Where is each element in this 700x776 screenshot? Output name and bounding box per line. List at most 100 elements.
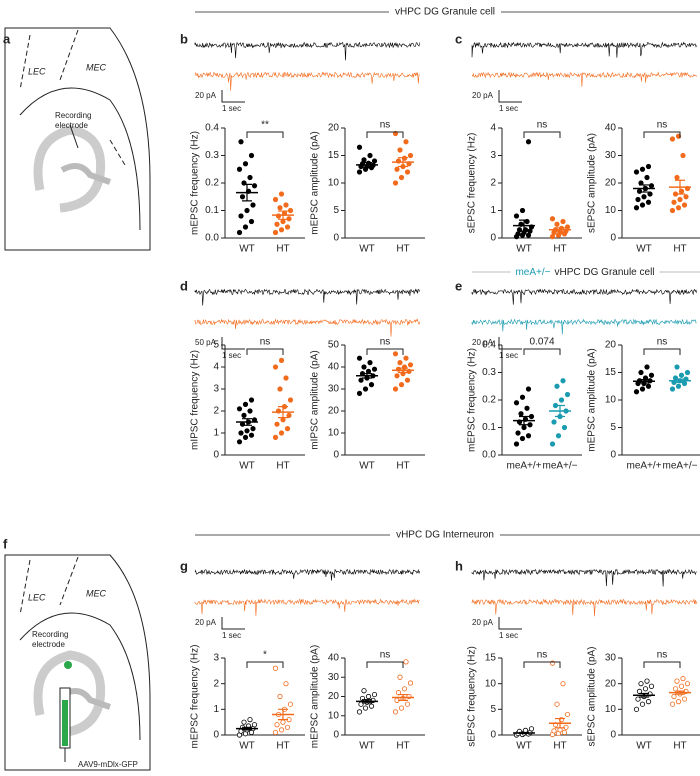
y-tick-label: 30 (605, 150, 617, 161)
scale-bar (498, 617, 522, 630)
data-point (362, 705, 369, 711)
y-tick-label: 0 (213, 450, 219, 461)
data-point (525, 386, 532, 392)
x-tick-label: WT (239, 741, 255, 752)
data-point (236, 166, 243, 172)
x-tick-label: meA+/− (542, 461, 577, 472)
data-point (247, 716, 253, 723)
data-point (272, 665, 279, 671)
data-point (278, 357, 285, 363)
schematic-label: Recording (32, 630, 68, 639)
data-point (635, 196, 641, 203)
data-point (278, 227, 285, 233)
significance-label: ns (380, 337, 391, 348)
data-point (528, 413, 535, 420)
x-tick-label: HT (396, 741, 409, 752)
sem-bar (639, 184, 649, 193)
scale-x-label: 1 sec (499, 631, 518, 640)
data-point (274, 221, 280, 227)
data-point (645, 163, 652, 170)
y-tick-label: 5 (490, 704, 496, 715)
panel-subtitle: meA+/− vHPC DG Granule cell (515, 267, 654, 278)
data-point (551, 728, 557, 734)
scale-y-label: 20 pA (195, 91, 217, 100)
significance-bracket (523, 348, 561, 355)
y-axis-label: mEPSC amplitude (pA) (310, 131, 321, 234)
sem-bar (398, 157, 408, 168)
trace (194, 71, 420, 91)
y-tick-label: 10 (605, 395, 617, 406)
y-tick-label: 1 (213, 428, 219, 439)
scale-bar (498, 90, 522, 103)
data-point (674, 174, 680, 181)
sem-bar (675, 179, 685, 195)
panel-label: g (180, 558, 188, 573)
trace (471, 318, 697, 335)
panel-label: a (3, 31, 11, 46)
subtitle-bg (510, 266, 660, 278)
scale-bar (221, 337, 245, 350)
y-tick-label: 0 (333, 730, 339, 741)
y-tick-label: 20 (328, 406, 340, 417)
data-point (238, 213, 244, 219)
x-tick-label: HT (276, 741, 289, 752)
y-tick-label: 0 (213, 730, 219, 741)
x-tick-label: HT (396, 461, 409, 472)
data-point (361, 688, 367, 694)
data-point (244, 207, 250, 214)
y-tick-label: 0 (610, 450, 616, 461)
schematic-f (4, 554, 151, 771)
data-point (560, 378, 566, 384)
data-point (365, 368, 372, 374)
x-tick-label: HT (276, 461, 289, 472)
scale-y-label: 20 pA (472, 338, 494, 347)
y-tick-label: 40 (328, 653, 340, 664)
data-point (236, 229, 243, 236)
data-point (684, 369, 691, 376)
data-point (675, 383, 682, 389)
scale-y-label: 20 pA (195, 618, 217, 627)
data-point (403, 355, 409, 361)
data-point (671, 199, 677, 205)
scale-x-label: 1 sec (499, 104, 518, 113)
data-point (274, 722, 280, 728)
data-point (645, 383, 652, 389)
x-tick-label: HT (673, 244, 686, 255)
significance-bracket (246, 661, 284, 668)
data-point (272, 364, 279, 370)
data-point (638, 681, 644, 687)
sem-bar (639, 379, 649, 384)
data-point (671, 693, 677, 700)
y-axis-label: mEPSC frequency (Hz) (190, 131, 201, 235)
y-tick-label: 0.2 (205, 178, 219, 189)
trace (471, 568, 697, 587)
scale-y-label: 50 pA (195, 338, 217, 347)
data-point (241, 412, 247, 418)
data-point (274, 421, 280, 427)
sem-bar (278, 708, 288, 721)
data-point (647, 191, 653, 197)
data-point (641, 194, 647, 200)
y-tick-label: 4 (490, 123, 496, 134)
data-point (407, 680, 414, 686)
data-point (560, 218, 566, 225)
significance-bracket (523, 661, 561, 668)
schematic-label: electrode (32, 640, 65, 649)
y-tick-label: 30 (328, 384, 340, 395)
data-point (633, 389, 640, 395)
x-tick-label: WT (636, 244, 652, 255)
data-point (394, 166, 400, 172)
sem-bar (278, 406, 288, 419)
data-point (564, 391, 571, 398)
data-point (639, 166, 646, 172)
data-point (361, 157, 367, 163)
data-point (519, 435, 526, 442)
sem-bar (242, 183, 252, 202)
y-axis-label: sEPSC frequency (Hz) (467, 133, 478, 234)
data-point (407, 152, 414, 159)
y-axis-label: mEPSC amplitude (pA) (587, 348, 598, 451)
significance-bracket (366, 131, 404, 138)
y-axis-label: mEPSC amplitude (pA) (310, 645, 321, 748)
data-point (283, 202, 289, 208)
data-point (248, 397, 255, 403)
